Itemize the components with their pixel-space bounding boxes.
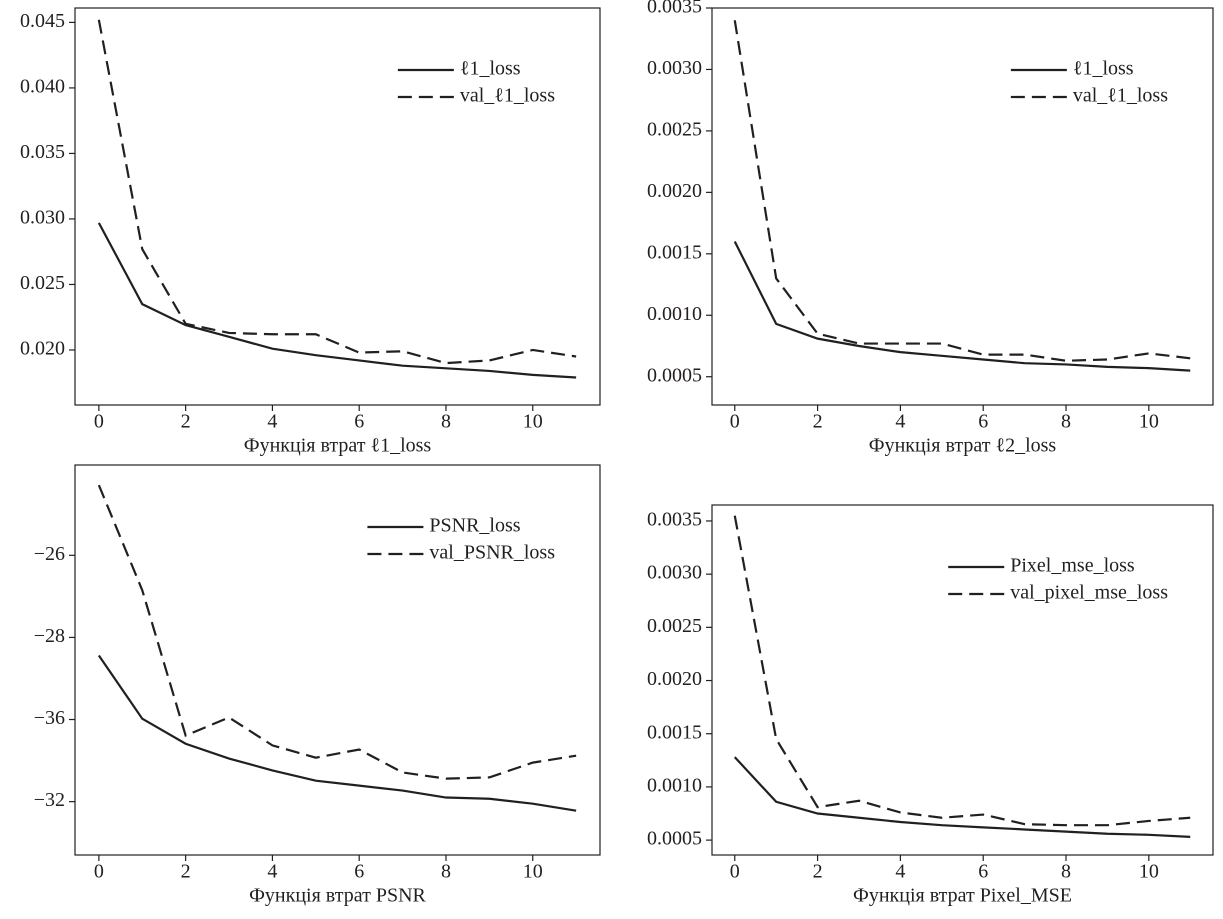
data-line (733, 515, 1191, 827)
x-tick-label: 2 (813, 411, 823, 433)
legend: ℓ1_loss val_ℓ1_loss (397, 58, 555, 107)
y-tick-label: 0.040 (20, 76, 65, 98)
x-tick-label: 0 (730, 861, 740, 883)
x-tick-label: 0 (94, 411, 104, 433)
plot-frame (74, 464, 601, 856)
x-tick-label: 8 (441, 411, 451, 433)
x-tick-label: 10 (1139, 861, 1159, 883)
x-tick-label: 6 (354, 861, 364, 883)
plot-frame (711, 504, 1214, 856)
x-axis-label: Функція втрат ℓ1_loss (244, 435, 432, 457)
x-tick-label: 10 (1139, 411, 1159, 433)
y-tick-label: 0.0030 (647, 562, 702, 584)
plot-frame (711, 7, 1214, 406)
y-tick-label: 0.0010 (647, 775, 702, 797)
data-line (733, 241, 1191, 372)
y-tick-label: 0.045 (20, 10, 65, 32)
x-tick-label: 4 (895, 861, 905, 883)
y-tick-label: −32 (34, 789, 65, 811)
x-tick-label: 8 (441, 861, 451, 883)
subplot: −32 −36 −28 −26 0 2 4 6 8 10 Функція втрат PSNR PSN… (34, 464, 601, 907)
data-line (97, 484, 577, 780)
y-tick-label: 0.0020 (647, 180, 702, 202)
x-tick-label: 0 (730, 411, 740, 433)
subplot: 0.0005 0.0010 0.0015 0.0020 0.0025 0.0030 0.00… (647, 504, 1214, 907)
data-line (97, 654, 577, 812)
x-tick-label: 0 (94, 861, 104, 883)
legend-label: ℓ1_loss (1073, 58, 1134, 80)
x-axis-label: Функція втрат ℓ2_loss (869, 435, 1057, 457)
y-tick-label: −26 (34, 543, 65, 565)
x-tick-label: 10 (523, 861, 543, 883)
y-tick-label: 0.0020 (647, 668, 702, 690)
y-tick-label: 0.025 (20, 272, 65, 294)
plot-frame (74, 7, 601, 406)
y-tick-label: 0.0015 (647, 241, 702, 263)
data-line (97, 222, 577, 379)
legend-label: Pixel_mse_loss (1010, 555, 1135, 577)
y-tick-label: 0.0005 (647, 364, 702, 386)
legend-label: val_ℓ1_loss (460, 85, 555, 107)
legend-label: ℓ1_loss (460, 58, 521, 80)
y-tick-label: 0.0005 (647, 828, 702, 850)
x-tick-label: 4 (895, 411, 905, 433)
y-tick-label: 0.0025 (647, 615, 702, 637)
x-axis-label: Функція втрат PSNR (249, 885, 426, 907)
data-line (97, 19, 577, 365)
y-tick-label: 0.020 (20, 338, 65, 360)
legend-label: val_ℓ1_loss (1073, 85, 1168, 107)
x-tick-label: 2 (181, 861, 191, 883)
x-tick-label: 2 (813, 861, 823, 883)
x-tick-label: 6 (978, 861, 988, 883)
y-tick-label: 0.0015 (647, 721, 702, 743)
subplot: 0.0005 0.0010 0.0015 0.0020 0.0025 0.0030 0.00… (647, 0, 1214, 457)
y-tick-label: 0.0025 (647, 119, 702, 141)
subplot: 0.020 0.025 0.030 0.035 0.040 0.045 0 2 4 6 8 10 Фун… (20, 7, 601, 457)
y-tick-label: −28 (34, 625, 65, 647)
x-tick-label: 4 (267, 411, 277, 433)
legend: PSNR_loss val_PSNR_loss (367, 515, 555, 564)
y-tick-label: 0.0035 (647, 509, 702, 531)
x-tick-label: 6 (354, 411, 364, 433)
x-tick-label: 8 (1061, 411, 1071, 433)
x-axis-label: Функція втрат Pixel_MSE (853, 885, 1072, 907)
y-tick-label: −36 (34, 707, 65, 729)
y-tick-label: 0.0010 (647, 303, 702, 325)
legend-label: PSNR_loss (429, 515, 520, 537)
y-tick-label: 0.035 (20, 141, 65, 163)
x-tick-label: 8 (1061, 861, 1071, 883)
legend-label: val_pixel_mse_loss (1010, 582, 1168, 604)
data-line (733, 20, 1191, 362)
y-tick-label: 0.0035 (647, 0, 702, 18)
x-tick-label: 10 (523, 411, 543, 433)
y-tick-label: 0.030 (20, 207, 65, 229)
legend: Pixel_mse_loss val_pixel_mse_loss (948, 555, 1168, 604)
legend-label: val_PSNR_loss (429, 542, 555, 564)
x-tick-label: 2 (181, 411, 191, 433)
data-line (733, 756, 1191, 839)
legend: ℓ1_loss val_ℓ1_loss (1010, 58, 1168, 107)
x-tick-label: 6 (978, 411, 988, 433)
y-tick-label: 0.0030 (647, 57, 702, 79)
x-tick-label: 4 (267, 861, 277, 883)
